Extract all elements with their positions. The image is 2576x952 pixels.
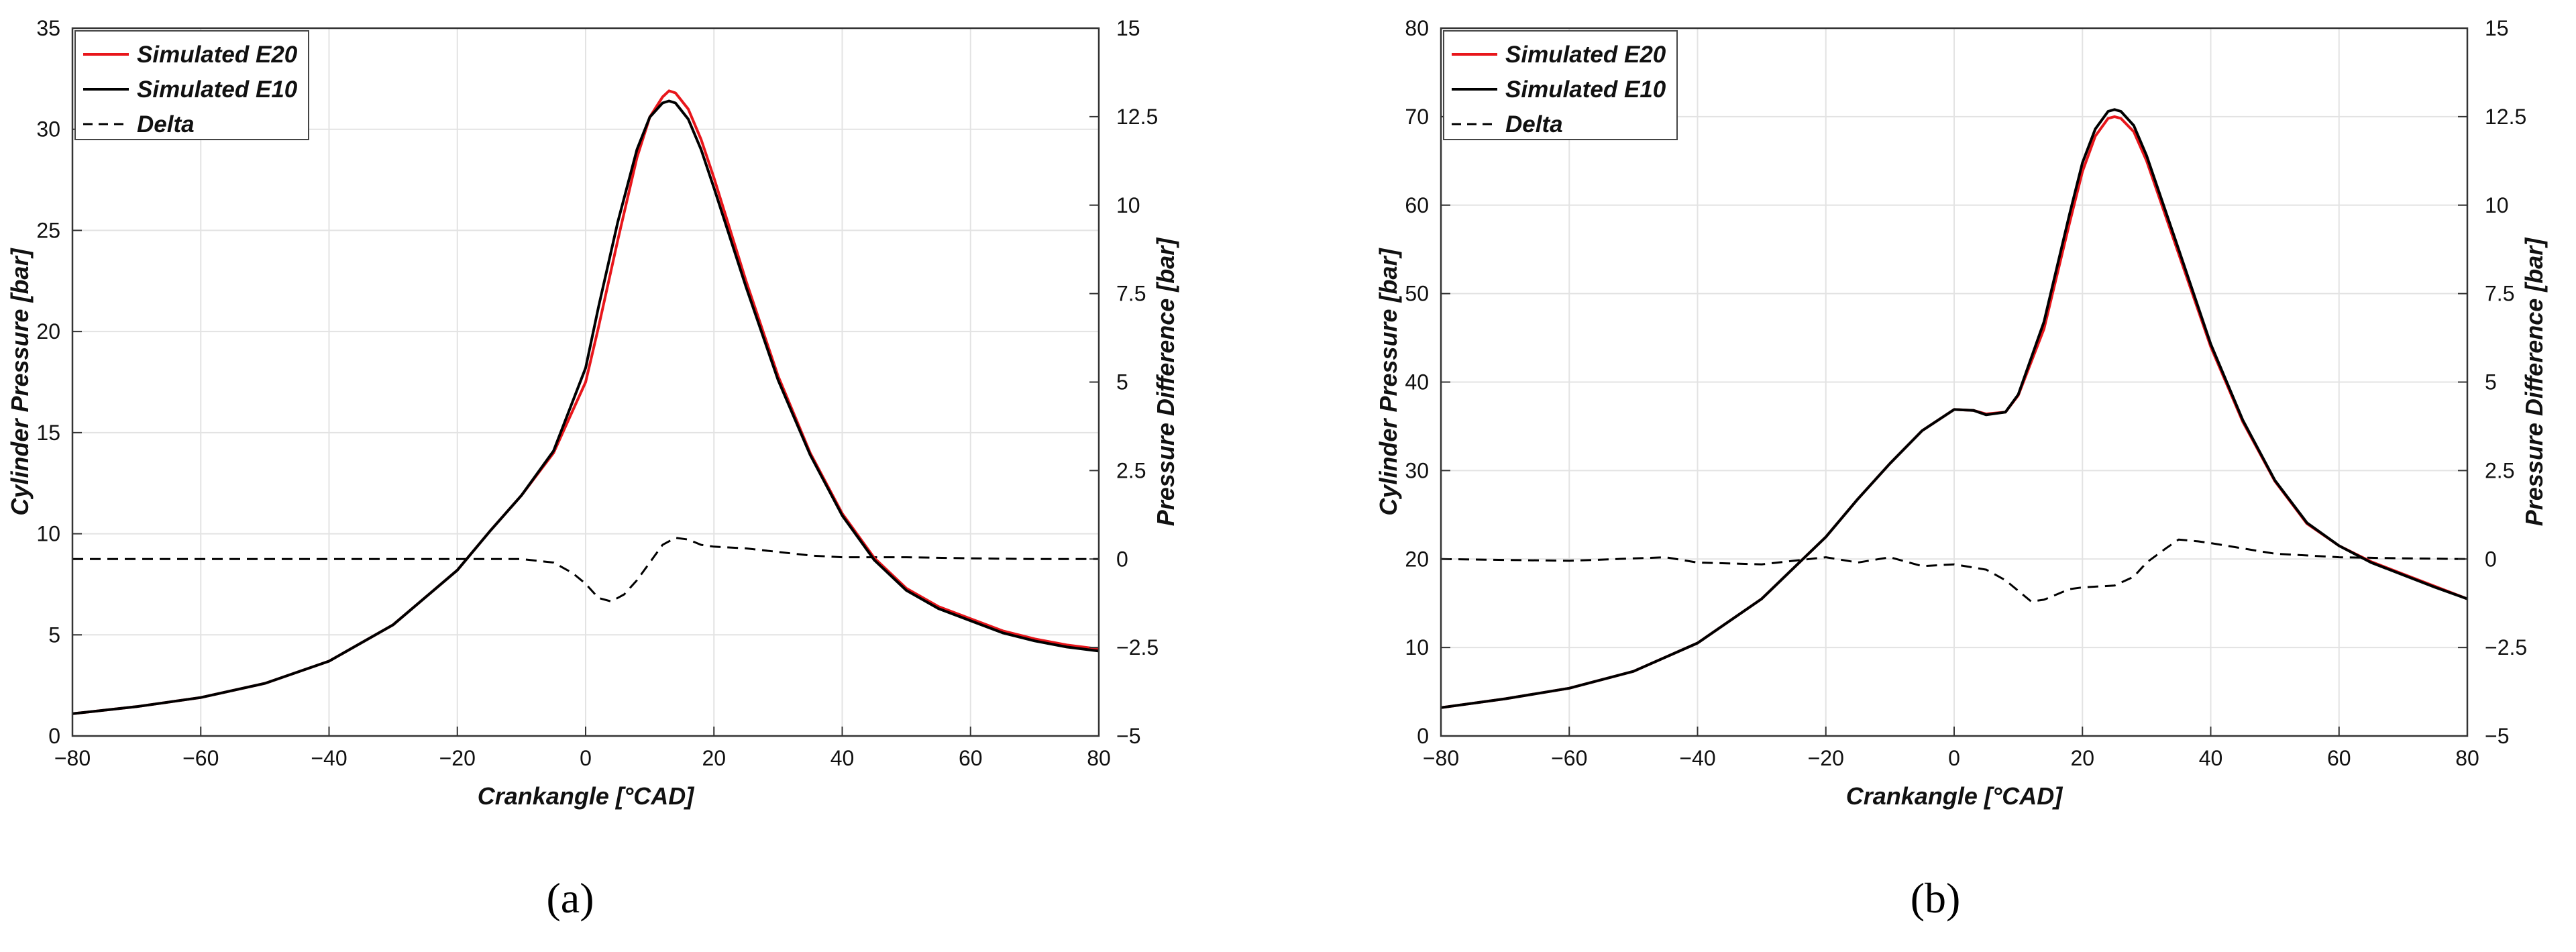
x-tick-label: 0 — [580, 746, 592, 770]
x-tick-label: −40 — [311, 746, 347, 770]
y-right-tick-label: 7.5 — [2485, 282, 2514, 306]
x-tick-label: −20 — [439, 746, 476, 770]
y-tick-label: 35 — [36, 16, 60, 40]
legend-box — [74, 30, 309, 140]
y-right-tick-label: 12.5 — [2485, 105, 2526, 129]
x-tick-label: 20 — [2070, 746, 2094, 770]
legend-label: Delta — [137, 111, 195, 138]
y-tick-label: 25 — [36, 218, 60, 242]
x-axis-label: Crankangle [°CAD] — [478, 782, 694, 810]
y-right-tick-label: −2.5 — [2485, 635, 2527, 659]
y-axis-label: Cylinder Pressure [bar] — [6, 248, 34, 515]
y-right-tick-label: 2.5 — [2485, 458, 2514, 482]
y-right-tick-label: −2.5 — [1116, 635, 1159, 659]
y-right-tick-label: 12.5 — [1116, 105, 1158, 129]
y-right-tick-label: 0 — [1116, 547, 1128, 571]
y-right-tick-label: 0 — [2485, 547, 2497, 571]
series-line-simulated-e10 — [1441, 108, 2467, 709]
x-tick-label: −20 — [1808, 746, 1844, 770]
y-tick-label: 50 — [1405, 282, 1429, 306]
legend-label: Delta — [1505, 111, 1563, 138]
panel-caption: (a) — [546, 874, 594, 922]
y-tick-label: 10 — [36, 522, 60, 546]
y-right-axis-label: Pressure Difference [bar] — [2520, 237, 2548, 527]
chart-panel-a: −80 −60 −40 −20 0 20 40 60 80 0 5 10 15 20 25 30 35 −5 −2.… — [6, 16, 1179, 922]
x-tick-label: 80 — [1087, 746, 1111, 770]
x-tick-label: −40 — [1679, 746, 1715, 770]
y-tick-label: 10 — [1405, 635, 1429, 659]
x-tick-label: 20 — [702, 746, 726, 770]
x-tick-label: 60 — [959, 746, 983, 770]
legend-label: Simulated E10 — [1505, 76, 1666, 103]
x-tick-label: −60 — [1551, 746, 1587, 770]
legend-box — [1443, 30, 1678, 140]
series-line-delta — [72, 537, 1099, 602]
y-tick-label: 60 — [1405, 193, 1429, 217]
legend-label: Simulated E10 — [137, 76, 298, 103]
y-tick-label: 0 — [1417, 724, 1429, 748]
chart-panel-b: −80 −60 −40 −20 0 20 40 60 8001020304050607080−5… — [1375, 16, 2548, 922]
y-axis-label: Cylinder Pressure [bar] — [1375, 248, 1402, 515]
y-right-tick-label: 15 — [1116, 16, 1140, 40]
y-right-tick-label: 5 — [1116, 370, 1128, 394]
legend-label: Simulated E20 — [1505, 42, 1666, 68]
y-right-tick-label: −5 — [2485, 724, 2509, 748]
x-tick-label: 40 — [830, 746, 855, 770]
y-right-axis-label: Pressure Difference [bar] — [1152, 237, 1179, 527]
panel-caption: (b) — [1911, 874, 1961, 922]
y-tick-label: 15 — [36, 421, 60, 445]
y-right-tick-label: 7.5 — [1116, 282, 1146, 306]
y-tick-label: 40 — [1405, 370, 1429, 394]
y-right-tick-label: 10 — [2485, 193, 2509, 217]
y-right-tick-label: 5 — [2485, 370, 2497, 394]
x-tick-label: −80 — [54, 746, 91, 770]
y-tick-label: 20 — [36, 319, 60, 343]
y-right-tick-label: −5 — [1116, 724, 1140, 748]
x-tick-label: 40 — [2199, 746, 2223, 770]
series-line-simulated-e10 — [72, 99, 1099, 715]
y-tick-label: 80 — [1405, 16, 1429, 40]
y-tick-label: 5 — [48, 623, 60, 647]
series-line-delta — [1441, 538, 2467, 602]
y-right-tick-label: 15 — [2485, 16, 2509, 40]
legend-label: Simulated E20 — [137, 42, 298, 68]
y-tick-label: 30 — [36, 117, 60, 142]
y-tick-label: 0 — [48, 724, 60, 748]
x-tick-label: 80 — [2455, 746, 2479, 770]
x-tick-label: −80 — [1423, 746, 1459, 770]
x-tick-label: 0 — [1948, 746, 1960, 770]
x-tick-label: −60 — [182, 746, 219, 770]
y-right-tick-label: 10 — [1116, 193, 1140, 217]
y-tick-label: 70 — [1405, 105, 1429, 129]
x-axis-label: Crankangle [°CAD] — [1846, 782, 2063, 810]
y-right-tick-label: 2.5 — [1116, 458, 1146, 482]
y-tick-label: 20 — [1405, 547, 1429, 571]
y-tick-label: 30 — [1405, 458, 1429, 482]
x-tick-label: 60 — [2327, 746, 2351, 770]
